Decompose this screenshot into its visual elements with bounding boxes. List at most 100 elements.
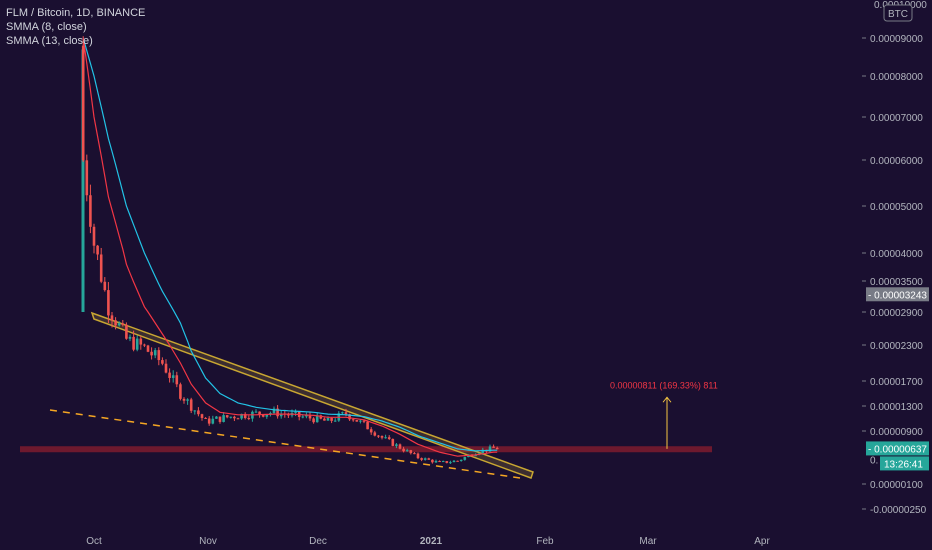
candle-114 — [492, 444, 495, 448]
candle-80 — [369, 427, 373, 435]
candle-body — [233, 416, 236, 419]
candle-body — [225, 415, 229, 418]
candle-body — [89, 195, 92, 227]
candle-body — [434, 461, 438, 463]
candle-7 — [107, 282, 110, 323]
price-label-10: 0.00001300 — [870, 402, 923, 413]
candle-94 — [420, 457, 423, 462]
candle-79 — [366, 420, 369, 430]
candle-87 — [395, 443, 398, 449]
candle-body — [463, 457, 467, 460]
candle-body — [405, 450, 409, 452]
candle-90 — [405, 448, 409, 452]
price-tag-0[interactable]: - 0.00003243 — [866, 287, 929, 302]
candle-body — [229, 416, 233, 418]
candle-body — [132, 336, 135, 350]
candle-28 — [182, 397, 186, 404]
candle-body — [481, 449, 485, 454]
candle-body — [438, 461, 441, 463]
dashed-support-line[interactable] — [49, 409, 521, 479]
candle-body — [175, 375, 179, 385]
price-label-0: 0.00009000 — [870, 34, 923, 45]
candle-41 — [229, 416, 233, 419]
candle-body — [402, 448, 405, 452]
measure-annotation[interactable]: 0.00000811 (169.33%) 811 — [610, 380, 718, 449]
candle-9 — [114, 317, 117, 330]
candle-102 — [449, 460, 452, 465]
time-label-1: Nov — [199, 536, 217, 547]
candle-body — [247, 418, 251, 420]
candle-22 — [161, 357, 164, 366]
candle-body — [495, 447, 499, 450]
candle-body — [240, 413, 243, 419]
candle-43 — [236, 417, 240, 420]
time-label-0: Oct — [86, 536, 102, 547]
candle-95 — [423, 457, 427, 461]
candle-body — [107, 290, 110, 316]
candle-body — [377, 435, 380, 437]
candle-body — [341, 412, 344, 414]
candle-11 — [121, 320, 125, 327]
candle-body — [182, 398, 186, 401]
candle-body — [492, 446, 495, 448]
price-label-3: 0.00006000 — [870, 156, 923, 167]
candle-65 — [315, 412, 319, 423]
candle-96 — [427, 457, 431, 460]
candle-body — [409, 450, 413, 454]
candle-body — [333, 420, 337, 422]
time-axis[interactable]: Oct Nov Dec 2021 Feb Mar Apr — [86, 536, 770, 547]
candle-body — [326, 418, 330, 421]
candle-body — [143, 344, 146, 346]
candle-body — [146, 345, 150, 352]
candle-body — [103, 281, 107, 291]
candle-body — [215, 416, 218, 419]
candle-body — [359, 420, 362, 422]
candle-81 — [373, 430, 377, 437]
candle-82 — [377, 434, 380, 439]
candle-body — [452, 460, 456, 463]
moving-average-lines — [82, 37, 498, 457]
candle-1 — [85, 154, 89, 202]
time-label-4: Feb — [536, 536, 554, 547]
candle-30 — [189, 397, 193, 414]
candle-body — [366, 421, 369, 430]
candle-17 — [143, 343, 146, 348]
candle-body — [384, 437, 387, 439]
candle-body — [305, 415, 308, 417]
price-label-9: 0.00001700 — [870, 377, 923, 388]
candle-113 — [488, 444, 492, 453]
candle-34 — [204, 417, 207, 419]
price-tag-1[interactable]: - 0.00000637 — [866, 441, 929, 456]
price-label-8: 0.00002300 — [870, 341, 923, 352]
candle-body — [161, 360, 164, 364]
indicator-smma-13[interactable]: SMMA (13, close) — [6, 35, 93, 47]
candle-body — [114, 320, 117, 326]
candle-37 — [215, 415, 218, 419]
price-axis[interactable]: 0.00010000BTC0.000090000.000080000.00007… — [862, 0, 932, 528]
candle-body — [344, 412, 348, 415]
candle-15 — [135, 335, 139, 352]
smma-8-line — [82, 37, 498, 457]
candle-103 — [452, 460, 456, 463]
candle-body — [110, 315, 114, 321]
candle-body — [197, 410, 200, 415]
candle-5 — [99, 247, 103, 284]
candle-body — [121, 323, 125, 325]
candle-launch — [81, 49, 85, 313]
candle-66 — [319, 414, 323, 420]
candle-105 — [459, 459, 463, 462]
currency-button[interactable]: BTC — [883, 4, 913, 22]
candle-21 — [157, 347, 161, 366]
symbol-title[interactable]: FLM / Bitcoin, 1D, BINANCE — [6, 7, 146, 19]
price-label-2: 0.00007000 — [870, 113, 923, 124]
candle-body — [218, 416, 222, 422]
candle-45 — [243, 412, 247, 420]
candle-body — [391, 438, 395, 446]
indicator-smma-8[interactable]: SMMA (8, close) — [6, 21, 87, 33]
candle-body — [153, 350, 157, 356]
candle-16 — [139, 335, 143, 350]
price-tag-label: - 0.00003243 — [868, 290, 927, 301]
candle-body — [380, 436, 384, 438]
candle-body — [222, 415, 225, 422]
